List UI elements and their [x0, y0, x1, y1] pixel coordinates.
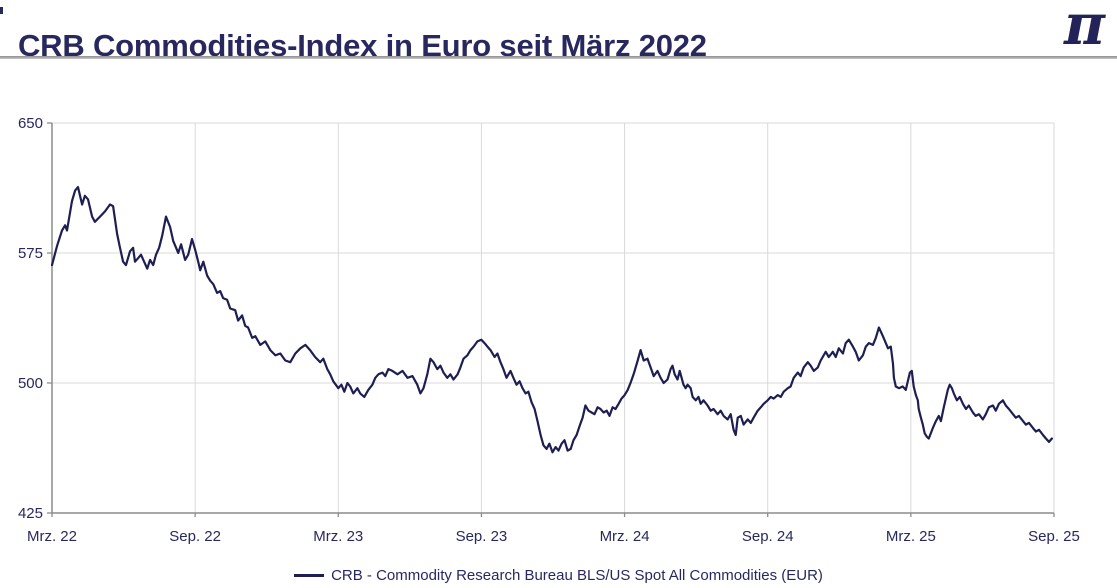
y-tick-label: 425 [18, 505, 43, 522]
legend-line-swatch [294, 574, 325, 577]
title-separator [0, 56, 1117, 59]
series-line [50, 186, 1053, 454]
x-tick-label: Mrz. 24 [600, 528, 650, 545]
y-tick-label: 500 [18, 375, 43, 392]
x-tick-label: Sep. 25 [1028, 528, 1080, 545]
chart-legend: CRB - Commodity Research Bureau BLS/US S… [0, 567, 1117, 584]
y-tick-label: 575 [18, 245, 43, 262]
x-tick-label: Mrz. 25 [886, 528, 936, 545]
x-tick-label: Sep. 24 [742, 528, 794, 545]
pi-logo-icon: π [1064, 0, 1105, 58]
page-edge-mark [0, 7, 3, 14]
legend-label: CRB - Commodity Research Bureau BLS/US S… [331, 567, 823, 584]
x-tick-label: Mrz. 22 [27, 528, 77, 545]
x-tick-label: Mrz. 23 [313, 528, 363, 545]
x-tick-label: Sep. 23 [456, 528, 508, 545]
x-tick-label: Sep. 22 [169, 528, 221, 545]
y-tick-label: 650 [18, 115, 43, 132]
